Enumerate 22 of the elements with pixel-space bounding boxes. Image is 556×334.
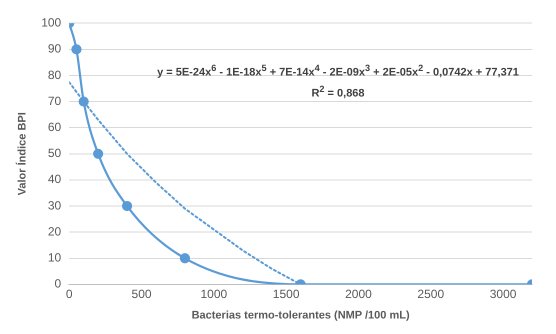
y-tick-label: 10 <box>48 250 62 265</box>
y-axis-title: Valor Índice BPI <box>16 112 29 196</box>
y-tick-label: 80 <box>48 68 62 82</box>
x-axis-title: Bacterias termo-tolerantes (NMP /100 mL) <box>192 309 410 322</box>
x-tick-label: 2000 <box>345 286 372 301</box>
y-tick-label: 30 <box>48 198 62 212</box>
x-tick-label: 2500 <box>417 286 444 301</box>
x-tick-label: 1000 <box>200 286 228 301</box>
y-tick-label: 0 <box>54 276 62 291</box>
x-tick-label: 500 <box>132 286 152 301</box>
x-tick-label: 3000 <box>490 286 517 301</box>
y-tick-label: 50 <box>48 146 62 160</box>
y-tick-label: 40 <box>48 172 62 186</box>
x-tick-label: 0 <box>66 286 73 301</box>
annotation: R$^{2}$ = 0,868 <box>310 82 366 102</box>
y-tick-label: 60 <box>48 120 62 134</box>
y-tick-label: 20 <box>48 224 62 238</box>
x-tick-label: 1500 <box>272 286 300 301</box>
y-tick-label: 70 <box>48 94 62 108</box>
text: y = 5E-24x$^{6}$ - 1E-18x$^{5}$ + 7E-14x$^{4}$ - 2E-09x$^{3}$ + 2E-05x$^{2}$ - 0,0742x + 77,371 <box>157 63 519 79</box>
y-tick-label: 90 <box>48 42 62 56</box>
y-tick-label: 100 <box>41 16 62 30</box>
